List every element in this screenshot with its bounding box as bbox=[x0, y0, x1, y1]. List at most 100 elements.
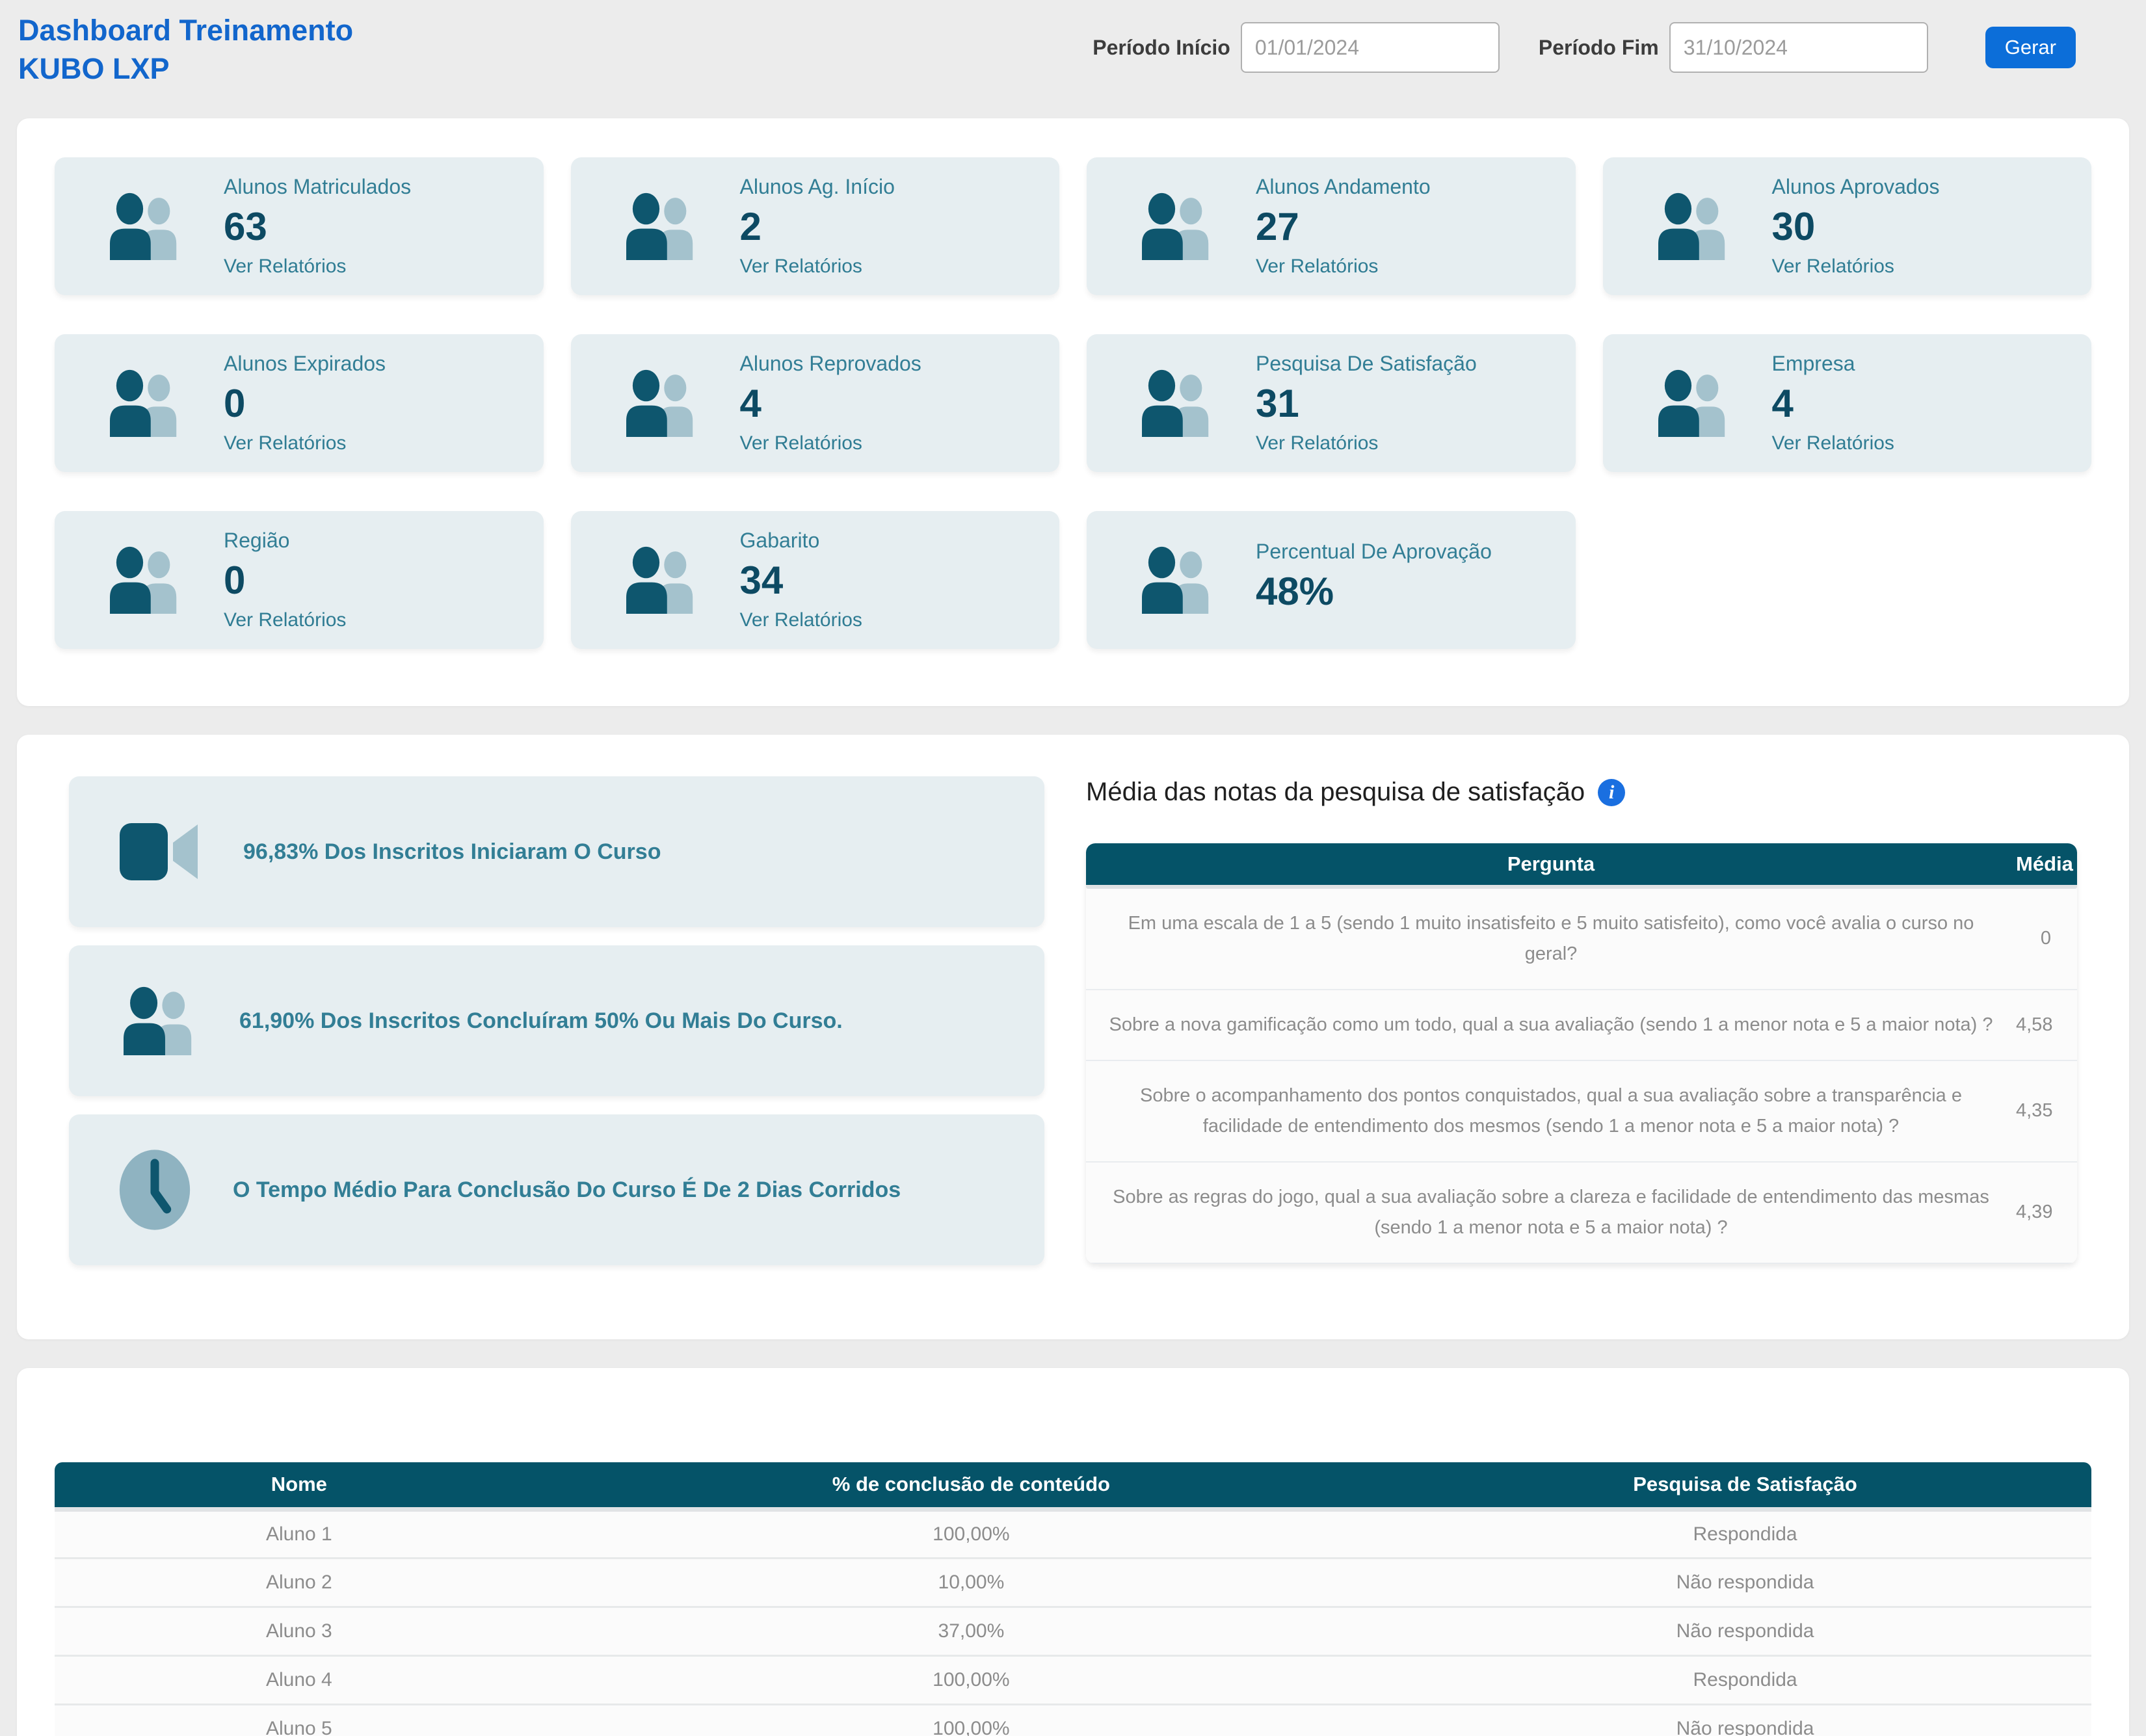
highlight-text: 61,90% Dos Inscritos Concluíram 50% Ou M… bbox=[239, 1008, 843, 1033]
survey-row: Sobre a nova gamificação como um todo, q… bbox=[1086, 990, 2077, 1061]
completion-cell: 100,00% bbox=[543, 1704, 1399, 1736]
clock-icon bbox=[118, 1148, 191, 1231]
page-header: Dashboard Treinamento KUBO LXP Período I… bbox=[0, 0, 2146, 109]
survey-table-header: Pergunta Média bbox=[1086, 843, 2077, 889]
highlight-card-average-time: O Tempo Médio Para Conclusão Do Curso É … bbox=[69, 1114, 1044, 1265]
highlight-text: 96,83% Dos Inscritos Iniciaram O Curso bbox=[243, 839, 661, 864]
ver-relatorios-link[interactable]: Ver Relatórios bbox=[1771, 432, 1894, 454]
survey-title-text: Média das notas da pesquisa de satisfaçã… bbox=[1086, 778, 1585, 806]
survey-status-cell: Não respondida bbox=[1399, 1607, 2091, 1657]
app-title-block: Dashboard Treinamento KUBO LXP bbox=[18, 12, 353, 88]
ver-relatorios-link[interactable]: Ver Relatórios bbox=[739, 432, 862, 454]
ver-relatorios-link[interactable]: Ver Relatórios bbox=[224, 609, 347, 631]
ver-relatorios-link[interactable]: Ver Relatórios bbox=[224, 256, 347, 277]
ver-relatorios-link[interactable]: Ver Relatórios bbox=[1256, 432, 1379, 454]
stats-panel: Alunos Matriculados 63 Ver Relatórios Al… bbox=[17, 118, 2129, 706]
generate-button[interactable]: Gerar bbox=[1985, 27, 2076, 68]
students-header-row: Nome % de conclusão de conteúdo Pesquisa… bbox=[55, 1462, 2091, 1512]
student-name-cell: Aluno 3 bbox=[55, 1607, 544, 1657]
middle-panel: 96,83% Dos Inscritos Iniciaram O Curso 6… bbox=[17, 735, 2129, 1339]
people-icon bbox=[105, 192, 182, 260]
ver-relatorios-link[interactable]: Ver Relatórios bbox=[739, 609, 862, 631]
stats-grid: Alunos Matriculados 63 Ver Relatórios Al… bbox=[55, 157, 2091, 649]
stat-card-alunos-andamento: Alunos Andamento 27 Ver Relatórios bbox=[1087, 157, 1576, 295]
stat-card-alunos-matriculados: Alunos Matriculados 63 Ver Relatórios bbox=[55, 157, 544, 295]
stat-card-title: Gabarito bbox=[739, 529, 820, 552]
people-icon bbox=[1654, 192, 1730, 260]
completion-cell: 37,00% bbox=[543, 1607, 1399, 1657]
period-start-label: Período Início bbox=[1093, 35, 1230, 59]
stat-card-value: 27 bbox=[1256, 205, 1299, 248]
stat-card-title: Empresa bbox=[1771, 352, 1855, 375]
people-icon bbox=[105, 546, 182, 614]
highlight-card-completed-half: 61,90% Dos Inscritos Concluíram 50% Ou M… bbox=[69, 945, 1044, 1096]
stat-card-title: Alunos Reprovados bbox=[739, 352, 921, 375]
students-col-pesquisa: Pesquisa de Satisfação bbox=[1399, 1462, 2091, 1512]
stat-card-alunos-expirados: Alunos Expirados 0 Ver Relatórios bbox=[55, 334, 544, 472]
period-end-label: Período Fim bbox=[1538, 35, 1659, 59]
stat-card-alunos-aprovados: Alunos Aprovados 30 Ver Relatórios bbox=[1602, 157, 2091, 295]
stat-card-value: 0 bbox=[224, 559, 246, 602]
students-panel: Nome % de conclusão de conteúdo Pesquisa… bbox=[17, 1368, 2129, 1736]
people-icon bbox=[1137, 546, 1214, 614]
stat-card-pesquisa-satisfacao: Pesquisa De Satisfação 31 Ver Relatórios bbox=[1087, 334, 1576, 472]
students-col-conclusao: % de conclusão de conteúdo bbox=[543, 1462, 1399, 1512]
survey-question: Sobre a nova gamificação como um todo, q… bbox=[1109, 1014, 1993, 1035]
stat-card-title: Percentual De Aprovação bbox=[1256, 540, 1492, 563]
student-name-cell: Aluno 5 bbox=[55, 1704, 544, 1736]
ver-relatorios-link[interactable]: Ver Relatórios bbox=[1256, 256, 1379, 277]
stat-card-empresa: Empresa 4 Ver Relatórios bbox=[1602, 334, 2091, 472]
survey-row: Em uma escala de 1 a 5 (sendo 1 muito in… bbox=[1086, 889, 2077, 990]
ver-relatorios-link[interactable]: Ver Relatórios bbox=[739, 256, 862, 277]
table-row: Aluno 4 100,00% Respondida bbox=[55, 1655, 2091, 1705]
stat-card-alunos-ag-inicio: Alunos Ag. Início 2 Ver Relatórios bbox=[570, 157, 1059, 295]
stat-card-value: 34 bbox=[739, 559, 784, 602]
students-table: Nome % de conclusão de conteúdo Pesquisa… bbox=[55, 1462, 2091, 1736]
highlight-text: O Tempo Médio Para Conclusão Do Curso É … bbox=[233, 1177, 901, 1202]
survey-status-cell: Não respondida bbox=[1399, 1704, 2091, 1736]
student-name-cell: Aluno 4 bbox=[55, 1655, 544, 1705]
stat-card-value: 48% bbox=[1256, 570, 1334, 613]
student-name-cell: Aluno 1 bbox=[55, 1509, 544, 1559]
survey-col-average: Média bbox=[2016, 852, 2073, 875]
student-name-cell: Aluno 2 bbox=[55, 1558, 544, 1608]
people-icon bbox=[1137, 369, 1214, 437]
stat-card-title: Alunos Ag. Início bbox=[739, 175, 895, 198]
survey-status-cell: Não respondida bbox=[1399, 1558, 2091, 1608]
survey-question: Em uma escala de 1 a 5 (sendo 1 muito in… bbox=[1128, 913, 1974, 964]
survey-row: Sobre as regras do jogo, qual a sua aval… bbox=[1086, 1162, 2077, 1264]
period-start-input[interactable] bbox=[1240, 22, 1500, 73]
info-icon[interactable]: i bbox=[1598, 778, 1626, 806]
stat-card-title: Alunos Matriculados bbox=[224, 175, 412, 198]
stat-card-title: Alunos Andamento bbox=[1256, 175, 1431, 198]
video-icon bbox=[118, 821, 202, 883]
survey-question: Sobre as regras do jogo, qual a sua aval… bbox=[1113, 1186, 1989, 1238]
page-subtitle: KUBO LXP bbox=[18, 51, 170, 85]
highlights-column: 96,83% Dos Inscritos Iniciaram O Curso 6… bbox=[69, 776, 1044, 1283]
stat-card-value: 63 bbox=[224, 205, 267, 248]
ver-relatorios-link[interactable]: Ver Relatórios bbox=[224, 432, 347, 454]
completion-cell: 100,00% bbox=[543, 1509, 1399, 1559]
people-icon bbox=[1654, 369, 1730, 437]
stat-card-alunos-reprovados: Alunos Reprovados 4 Ver Relatórios bbox=[570, 334, 1059, 472]
period-end-input[interactable] bbox=[1669, 22, 1928, 73]
stat-card-title: Alunos Aprovados bbox=[1771, 175, 1940, 198]
stat-card-value: 4 bbox=[739, 382, 762, 425]
stat-card-gabarito: Gabarito 34 Ver Relatórios bbox=[570, 511, 1059, 649]
survey-section-title: Média das notas da pesquisa de satisfaçã… bbox=[1086, 778, 2077, 807]
table-row: Aluno 1 100,00% Respondida bbox=[55, 1509, 2091, 1559]
survey-question: Sobre o acompanhamento dos pontos conqui… bbox=[1140, 1085, 1962, 1137]
survey-row: Sobre o acompanhamento dos pontos conqui… bbox=[1086, 1060, 2077, 1163]
people-icon bbox=[1137, 192, 1214, 260]
people-icon bbox=[105, 369, 182, 437]
survey-status-cell: Respondida bbox=[1399, 1655, 2091, 1705]
stat-card-value: 30 bbox=[1771, 205, 1816, 248]
survey-average: 0 bbox=[2040, 928, 2051, 949]
people-icon bbox=[118, 986, 198, 1055]
survey-col-question: Pergunta bbox=[1507, 852, 1595, 875]
people-icon bbox=[622, 546, 698, 614]
table-row: Aluno 5 100,00% Não respondida bbox=[55, 1704, 2091, 1736]
people-icon bbox=[622, 192, 698, 260]
ver-relatorios-link[interactable]: Ver Relatórios bbox=[1771, 256, 1894, 277]
table-row: Aluno 2 10,00% Não respondida bbox=[55, 1558, 2091, 1608]
